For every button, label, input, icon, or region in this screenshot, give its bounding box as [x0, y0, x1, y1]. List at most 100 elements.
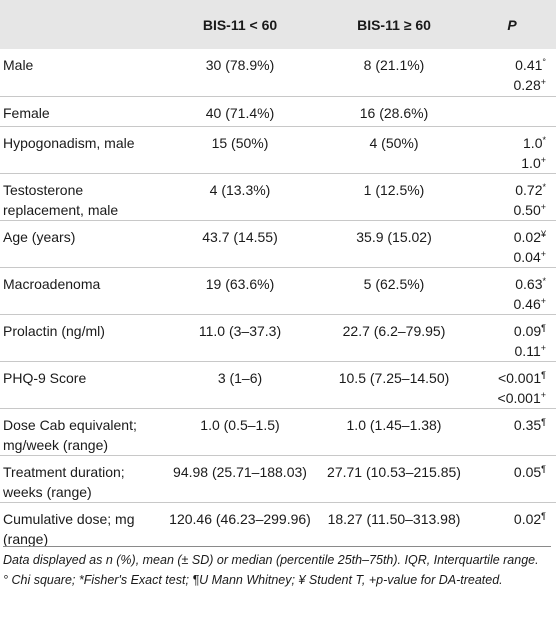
table-body: Male 30 (78.9%) 8 (21.1%) 0.41° 0.28+ Female 4… [0, 49, 556, 549]
results-table: BIS-11 < 60 BIS-11 ≥ 60 P Male 30 (78.9%)… [0, 0, 556, 549]
p-value-primary: 0.41° [468, 55, 546, 75]
row-label: PHQ-9 Score [0, 360, 160, 408]
table-row: Male 30 (78.9%) 8 (21.1%) 0.41° 0.28+ [0, 49, 556, 96]
group2-value: 4 (50%) [320, 125, 468, 173]
p-value-primary-mark: ¶ [541, 322, 546, 333]
header-group2: BIS-11 ≥ 60 [357, 16, 431, 33]
p-value-primary: 0.72* [468, 180, 546, 200]
p-value-secondary-number: 0.50 [513, 201, 541, 218]
p-values: 0.72* 0.50+ [468, 172, 556, 220]
p-value-secondary-mark: + [540, 248, 546, 259]
group2-value: 10.5 (7.25–14.50) [320, 360, 468, 408]
header-variable [0, 0, 160, 49]
p-value-secondary-mark: + [540, 342, 546, 353]
table-row: PHQ-9 Score 3 (1–6) 10.5 (7.25–14.50) <0.00… [0, 360, 556, 408]
footnote-2: ° Chi square; *Fisher's Exact test; ¶U M… [3, 573, 503, 587]
row-label: Testosterone replacement, male [0, 172, 160, 220]
table-row: Testosterone replacement, male 4 (13.3%) 1… [0, 172, 556, 220]
p-values: 0.63* 0.46+ [468, 266, 556, 314]
table-row: Prolactin (ng/ml) 11.0 (3–37.3) 22.7 (6.2–… [0, 313, 556, 361]
table-row: Macroadenoma 19 (63.6%) 5 (62.5%) 0.63* 0.46… [0, 266, 556, 314]
p-value-primary-number: 0.09 [513, 322, 542, 339]
group1-value: 30 (78.9%) [205, 57, 275, 73]
table-row: Cumulative dose; mg (range) 120.46 (46.23… [0, 501, 556, 549]
group1-value: 11.0 (3–37.3) [160, 313, 320, 361]
group1-value: 3 (1–6) [160, 360, 320, 408]
p-value-secondary: 1.0+ [468, 153, 546, 173]
p-value-secondary-mark: + [540, 201, 546, 212]
p-value-secondary-mark: + [540, 154, 546, 165]
p-values: <0.001¶ <0.001+ [468, 360, 556, 408]
header-p: P [507, 16, 517, 33]
p-value-secondary: 0.50+ [468, 200, 546, 220]
p-value-primary-mark: * [542, 181, 546, 192]
group2-value: 22.7 (6.2–79.95) [320, 313, 468, 361]
group1-value: 120.46 (46.23–299.96) [160, 501, 320, 549]
p-value-primary-mark: * [542, 275, 546, 286]
p-value-primary-mark: ° [542, 57, 546, 67]
row-label: Hypogonadism, male [0, 125, 160, 173]
row-label: Prolactin (ng/ml) [0, 313, 160, 361]
p-value-secondary-mark: + [540, 389, 546, 400]
group2-value: 8 (21.1%) [363, 57, 425, 73]
row-label: Male [3, 57, 34, 73]
p-value-primary-number: <0.001 [497, 369, 542, 386]
p-values: 1.0* 1.0+ [468, 125, 556, 173]
group2-value: 18.27 (11.50–313.98) [320, 501, 468, 549]
group1-value: 19 (63.6%) [160, 266, 320, 314]
p-value-secondary-number: 0.28 [513, 77, 541, 93]
header-row: BIS-11 < 60 BIS-11 ≥ 60 P [0, 0, 556, 49]
group1-value: 40 (71.4%) [160, 95, 320, 126]
p-value-primary-mark: * [542, 134, 546, 145]
row-label: Treatment duration; weeks (range) [0, 454, 160, 502]
p-value-primary: 0.05¶ [468, 462, 546, 482]
row-label: Age (years) [0, 219, 160, 267]
p-value-secondary-mark: + [540, 77, 546, 87]
p-value-primary: <0.001¶ [468, 368, 546, 388]
p-value-primary-mark: ¶ [541, 510, 546, 521]
p-value-primary: 0.09¶ [468, 321, 546, 341]
p-value-primary-number: 0.35 [513, 416, 542, 433]
p-value-secondary: 0.46+ [468, 294, 546, 314]
footnotes: Data displayed as n (%), mean (± SD) or … [3, 546, 551, 590]
p-values [468, 95, 556, 126]
p-value-primary-mark: ¥ [540, 228, 546, 239]
group1-value: 4 (13.3%) [160, 172, 320, 220]
p-value-primary-number: 0.02 [513, 510, 542, 527]
group2-value: 16 (28.6%) [320, 95, 468, 126]
p-value-primary-number: 0.05 [513, 463, 542, 480]
p-value-secondary: <0.001+ [468, 388, 546, 408]
row-label: Cumulative dose; mg (range) [0, 501, 160, 549]
p-values: 0.05¶ [468, 454, 556, 502]
group2-value: 5 (62.5%) [320, 266, 468, 314]
p-value-secondary: 0.11+ [468, 341, 546, 361]
p-value-primary-mark: ¶ [541, 416, 546, 427]
p-value-primary-number: 1.0 [523, 134, 543, 151]
p-value-primary-mark: ¶ [541, 463, 546, 474]
table-row: Hypogonadism, male 15 (50%) 4 (50%) 1.0* 1.0… [0, 125, 556, 173]
p-value-secondary: 0.28+ [468, 75, 546, 95]
group2-value: 35.9 (15.02) [320, 219, 468, 267]
table-row: Treatment duration; weeks (range) 94.98 (… [0, 454, 556, 502]
p-value-secondary-mark: + [540, 295, 546, 306]
footnote-1: Data displayed as n (%), mean (± SD) or … [3, 553, 539, 567]
p-value-primary: 0.63* [468, 274, 546, 294]
group1-value: 94.98 (25.71–188.03) [160, 454, 320, 502]
p-value-primary-mark: ¶ [541, 369, 546, 380]
p-value-primary-number: 0.72 [515, 181, 543, 198]
row-label: Female [0, 95, 160, 126]
p-values: 0.02¶ [468, 501, 556, 549]
group1-value: 15 (50%) [160, 125, 320, 173]
p-value-secondary-number: 1.0 [521, 154, 541, 171]
group2-value: 1.0 (1.45–1.38) [320, 407, 468, 455]
table-row: Female 40 (71.4%) 16 (28.6%) [0, 95, 556, 126]
p-value-secondary-number: 0.11 [514, 342, 541, 359]
p-value-secondary: 0.04+ [468, 247, 546, 267]
p-value-primary: 1.0* [468, 133, 546, 153]
p-value-primary: 0.35¶ [468, 415, 546, 435]
p-values: 0.09¶ 0.11+ [468, 313, 556, 361]
p-value-primary: 0.02¥ [468, 227, 546, 247]
p-value-primary-number: 0.63 [515, 275, 543, 292]
group2-value: 27.71 (10.53–215.85) [320, 454, 468, 502]
